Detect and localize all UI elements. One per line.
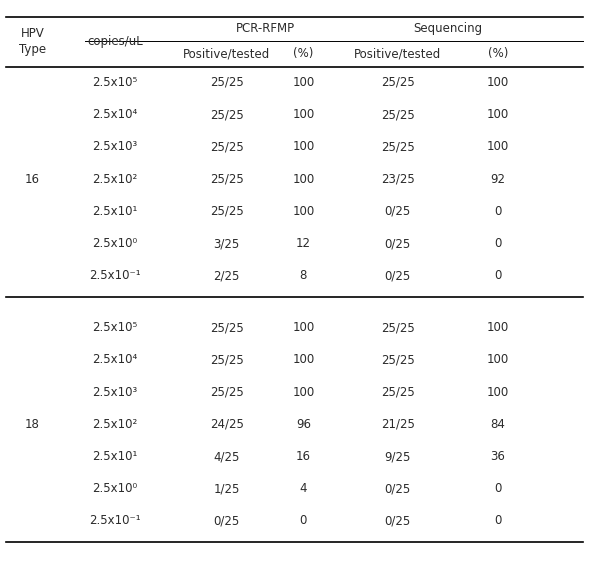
Text: 25/25: 25/25 <box>380 108 415 121</box>
Text: 8: 8 <box>300 269 307 282</box>
Text: (%): (%) <box>293 47 313 60</box>
Text: 2.5x10³: 2.5x10³ <box>92 140 137 154</box>
Text: 100: 100 <box>292 385 315 399</box>
Text: 2.5x10⁻¹: 2.5x10⁻¹ <box>89 269 141 282</box>
Text: 0/25: 0/25 <box>385 514 411 528</box>
Text: 2.5x10⁵: 2.5x10⁵ <box>92 76 137 89</box>
Text: Positive/tested: Positive/tested <box>354 47 441 60</box>
Text: 0/25: 0/25 <box>385 269 411 282</box>
Text: 0/25: 0/25 <box>385 237 411 250</box>
Text: 2.5x10⁴: 2.5x10⁴ <box>92 108 137 121</box>
Text: 100: 100 <box>487 76 509 89</box>
Text: 2.5x10⁵: 2.5x10⁵ <box>92 321 137 334</box>
Text: 4: 4 <box>300 482 307 496</box>
Text: 36: 36 <box>490 450 505 463</box>
Text: 96: 96 <box>296 418 311 431</box>
Text: 25/25: 25/25 <box>210 321 244 334</box>
Text: 25/25: 25/25 <box>210 385 244 399</box>
Text: 84: 84 <box>490 418 505 431</box>
Text: 2.5x10⁴: 2.5x10⁴ <box>92 353 137 367</box>
Text: 16: 16 <box>25 172 40 186</box>
Text: 3/25: 3/25 <box>214 237 240 250</box>
Text: 0: 0 <box>494 269 501 282</box>
Text: 25/25: 25/25 <box>380 353 415 367</box>
Text: 2.5x10¹: 2.5x10¹ <box>92 205 138 218</box>
Text: 25/25: 25/25 <box>210 76 244 89</box>
Text: 100: 100 <box>292 108 315 121</box>
Text: 25/25: 25/25 <box>380 140 415 154</box>
Text: 0/25: 0/25 <box>214 514 240 528</box>
Text: 100: 100 <box>487 321 509 334</box>
Text: 2.5x10⁻¹: 2.5x10⁻¹ <box>89 514 141 528</box>
Text: 2.5x10²: 2.5x10² <box>92 172 137 186</box>
Text: 25/25: 25/25 <box>210 108 244 121</box>
Text: 100: 100 <box>487 353 509 367</box>
Text: 25/25: 25/25 <box>210 205 244 218</box>
Text: 25/25: 25/25 <box>210 353 244 367</box>
Text: 100: 100 <box>292 353 315 367</box>
Text: 23/25: 23/25 <box>380 172 415 186</box>
Text: 0: 0 <box>494 205 501 218</box>
Text: 25/25: 25/25 <box>380 76 415 89</box>
Text: 25/25: 25/25 <box>210 172 244 186</box>
Text: 0/25: 0/25 <box>385 482 411 496</box>
Text: 0: 0 <box>300 514 307 528</box>
Text: 0: 0 <box>494 237 501 250</box>
Text: 92: 92 <box>490 172 505 186</box>
Text: 100: 100 <box>292 140 315 154</box>
Text: 2.5x10²: 2.5x10² <box>92 418 137 431</box>
Text: 100: 100 <box>487 385 509 399</box>
Text: 24/25: 24/25 <box>210 418 244 431</box>
Text: Sequencing: Sequencing <box>413 22 482 36</box>
Text: copies/uL: copies/uL <box>87 35 143 49</box>
Text: 25/25: 25/25 <box>380 385 415 399</box>
Text: 1/25: 1/25 <box>214 482 240 496</box>
Text: Positive/tested: Positive/tested <box>183 47 270 60</box>
Text: 21/25: 21/25 <box>380 418 415 431</box>
Text: 25/25: 25/25 <box>380 321 415 334</box>
Text: 100: 100 <box>292 172 315 186</box>
Text: PCR-RFMP: PCR-RFMP <box>236 22 294 36</box>
Text: 100: 100 <box>487 108 509 121</box>
Text: 100: 100 <box>487 140 509 154</box>
Text: 100: 100 <box>292 205 315 218</box>
Text: 100: 100 <box>292 321 315 334</box>
Text: 2.5x10³: 2.5x10³ <box>92 385 137 399</box>
Text: HPV
Type: HPV Type <box>19 27 46 56</box>
Text: 0: 0 <box>494 514 501 528</box>
Text: 2/25: 2/25 <box>214 269 240 282</box>
Text: 4/25: 4/25 <box>214 450 240 463</box>
Text: (%): (%) <box>488 47 508 60</box>
Text: 0/25: 0/25 <box>385 205 411 218</box>
Text: 2.5x10⁰: 2.5x10⁰ <box>92 482 137 496</box>
Text: 16: 16 <box>296 450 311 463</box>
Text: 2.5x10⁰: 2.5x10⁰ <box>92 237 137 250</box>
Text: 100: 100 <box>292 76 315 89</box>
Text: 18: 18 <box>25 418 40 431</box>
Text: 2.5x10¹: 2.5x10¹ <box>92 450 138 463</box>
Text: 25/25: 25/25 <box>210 140 244 154</box>
Text: 9/25: 9/25 <box>385 450 411 463</box>
Text: 12: 12 <box>296 237 311 250</box>
Text: 0: 0 <box>494 482 501 496</box>
